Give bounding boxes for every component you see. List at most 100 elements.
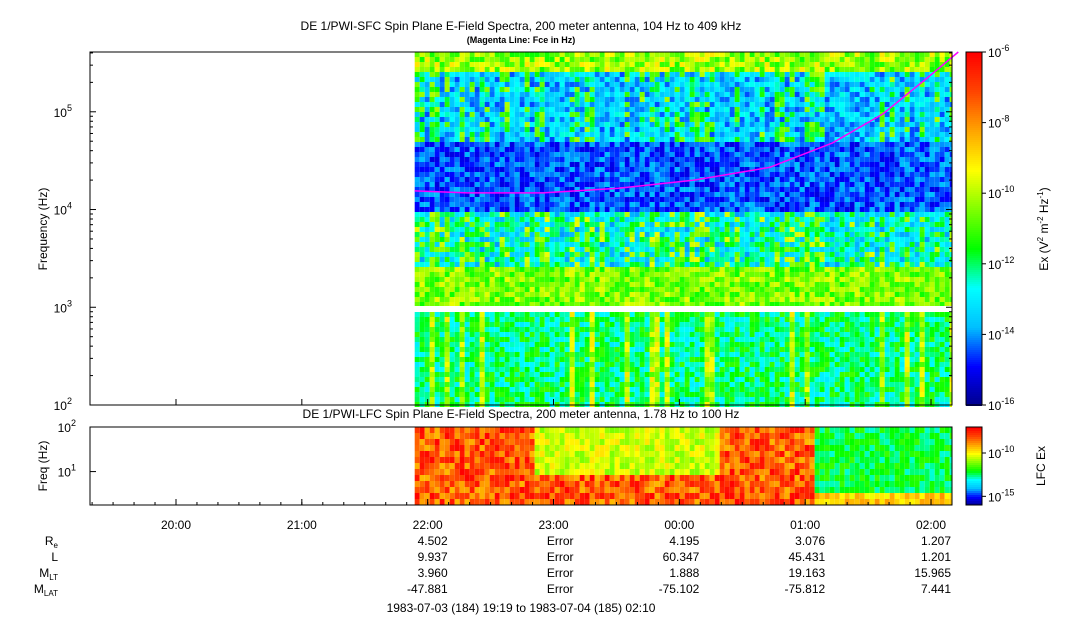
- sfc-cell: [569, 52, 575, 57]
- sfc-cell: [704, 82, 710, 87]
- sfc-cell: [469, 127, 475, 132]
- sfc-cell: [469, 177, 475, 182]
- sfc-cell: [679, 342, 685, 347]
- sfc-cell: [644, 142, 650, 147]
- sfc-cell: [554, 117, 560, 122]
- sfc-cell: [554, 62, 560, 67]
- sfc-cell: [509, 312, 515, 317]
- sfc-cell: [724, 97, 730, 102]
- sfc-cell: [744, 367, 750, 372]
- sfc-cell: [529, 382, 535, 387]
- sfc-cell: [484, 227, 490, 232]
- sfc-cell: [424, 222, 430, 227]
- sfc-cell: [709, 352, 715, 357]
- sfc-cell: [549, 267, 555, 272]
- sfc-cell: [539, 137, 545, 142]
- sfc-cell: [439, 352, 445, 357]
- sfc-cell: [479, 112, 485, 117]
- sfc-cell: [679, 282, 685, 287]
- sfc-cell: [624, 272, 630, 277]
- sfc-cell: [694, 142, 700, 147]
- sfc-cell: [444, 272, 450, 277]
- sfc-cell: [474, 187, 480, 192]
- sfc-cell: [629, 262, 635, 267]
- sfc-cell: [754, 347, 760, 352]
- sfc-cell: [664, 147, 670, 152]
- sfc-cell: [474, 377, 480, 382]
- sfc-cell: [684, 162, 690, 167]
- sfc-cell: [504, 372, 510, 377]
- sfc-cell: [734, 182, 740, 187]
- sfc-cell: [459, 387, 465, 392]
- sfc-cell: [639, 252, 645, 257]
- sfc-cell: [494, 337, 500, 342]
- sfc-cell: [729, 392, 735, 397]
- sfc-cell: [694, 147, 700, 152]
- sfc-cell: [489, 232, 495, 237]
- sfc-cell: [739, 197, 745, 202]
- sfc-cell: [619, 262, 625, 267]
- sfc-cell: [739, 322, 745, 327]
- sfc-cell: [709, 122, 715, 127]
- sfc-cell: [694, 357, 700, 362]
- sfc-cell: [574, 217, 580, 222]
- sfc-cell: [694, 187, 700, 192]
- sfc-cell: [594, 392, 600, 397]
- sfc-cell: [484, 352, 490, 357]
- sfc-cell: [434, 377, 440, 382]
- sfc-cell: [609, 162, 615, 167]
- sfc-cell: [469, 87, 475, 92]
- sfc-cell: [569, 317, 575, 322]
- sfc-cell: [734, 367, 740, 372]
- sfc-cell: [674, 377, 680, 382]
- sfc-cell: [504, 217, 510, 222]
- sfc-cell: [759, 117, 765, 122]
- sfc-cell: [749, 342, 755, 347]
- sfc-cell: [629, 202, 635, 207]
- sfc-cell: [429, 392, 435, 397]
- sfc-cell: [599, 197, 605, 202]
- sfc-cell: [679, 317, 685, 322]
- sfc-cell: [474, 172, 480, 177]
- sfc-cell: [634, 272, 640, 277]
- sfc-cell: [639, 117, 645, 122]
- sfc-cell: [429, 357, 435, 362]
- sfc-cell: [724, 62, 730, 67]
- sfc-cell: [489, 117, 495, 122]
- sfc-cell: [674, 202, 680, 207]
- sfc-cell: [424, 277, 430, 282]
- sfc-cell: [554, 147, 560, 152]
- sfc-cell: [534, 337, 540, 342]
- sfc-cell: [514, 97, 520, 102]
- sfc-cell: [454, 162, 460, 167]
- sfc-cell: [514, 292, 520, 297]
- sfc-cell: [564, 327, 570, 332]
- sfc-cell: [559, 237, 565, 242]
- sfc-cell: [529, 182, 535, 187]
- sfc-cell: [574, 322, 580, 327]
- sfc-cell: [674, 242, 680, 247]
- sfc-cell: [754, 327, 760, 332]
- sfc-cell: [444, 62, 450, 67]
- sfc-cell: [534, 132, 540, 137]
- sfc-cell: [724, 337, 730, 342]
- sfc-cell: [434, 372, 440, 377]
- sfc-cell: [649, 337, 655, 342]
- sfc-cell: [669, 327, 675, 332]
- sfc-cell: [729, 217, 735, 222]
- sfc-cell: [599, 77, 605, 82]
- sfc-cell: [674, 132, 680, 137]
- sfc-cell: [644, 317, 650, 322]
- sfc-cell: [634, 292, 640, 297]
- sfc-cell: [534, 392, 540, 397]
- sfc-cell: [494, 202, 500, 207]
- sfc-cell: [749, 102, 755, 107]
- sfc-cell: [649, 152, 655, 157]
- sfc-cell: [634, 387, 640, 392]
- sfc-cell: [559, 197, 565, 202]
- sfc-cell: [654, 142, 660, 147]
- sfc-cell: [609, 242, 615, 247]
- sfc-cell: [679, 77, 685, 82]
- sfc-cell: [634, 277, 640, 282]
- sfc-cell: [434, 172, 440, 177]
